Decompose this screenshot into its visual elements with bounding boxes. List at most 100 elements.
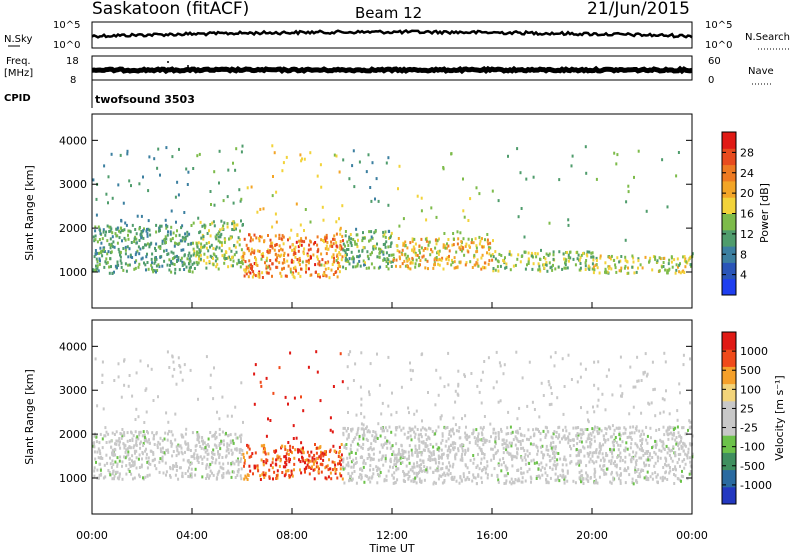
velocity-cell-2 [637, 475, 640, 478]
power-cell-0 [180, 226, 183, 230]
velocity-cell-0 [98, 441, 101, 445]
power-cell-5 [591, 267, 594, 271]
power-cell-0 [176, 260, 178, 263]
velocity-cell-2 [540, 450, 543, 454]
velocity-cell-2 [535, 444, 538, 448]
velocity-cell-2 [494, 435, 497, 439]
velocity-cell-2 [603, 437, 606, 441]
power-cell-2 [325, 244, 328, 248]
power-cell-3 [368, 239, 370, 243]
power-cell-3 [355, 242, 358, 246]
velocity-cell-2 [492, 456, 495, 460]
power-cell-2 [333, 259, 336, 263]
power-cell-2 [257, 236, 260, 240]
velocity-cell-2 [552, 463, 555, 467]
velocity-cell-2 [595, 460, 598, 464]
velocity-cell-2 [486, 476, 489, 480]
velocity-cell-1 [320, 452, 323, 456]
power-cell-0 [134, 266, 137, 270]
velocity-cell-2 [421, 469, 423, 473]
velocity-cell-2 [569, 444, 571, 448]
power-cell-0 [145, 229, 148, 233]
velocity-cell-2 [401, 452, 404, 456]
velocity-cell-2 [482, 425, 485, 429]
power-cell-0 [92, 268, 95, 272]
power-outlier-2 [320, 185, 323, 189]
velocity-cell-2 [416, 461, 419, 465]
velocity-cell-2 [667, 433, 670, 437]
velocity-cell-2 [639, 434, 642, 438]
power-cell-0 [116, 226, 119, 230]
velocity-cell-0 [111, 453, 114, 457]
power-cell-0 [111, 231, 114, 235]
velocity-cell-2 [522, 471, 525, 475]
velocity-cell-2 [397, 448, 400, 451]
power-cell-2 [249, 239, 252, 243]
velocity-cell-0 [206, 457, 209, 461]
power-outlier-2 [322, 218, 325, 222]
velocity-cell-0 [146, 460, 149, 464]
power-cell-4 [465, 261, 468, 265]
velocity-cell-2 [496, 473, 499, 477]
power-cell-2 [327, 267, 330, 270]
velocity-cell-2 [409, 434, 412, 438]
velocity-cell-2 [667, 463, 670, 467]
velocity-cell-2 [580, 460, 582, 464]
power-cell-3 [354, 242, 357, 246]
velocity-cell-0 [215, 458, 218, 462]
velocity-cell-2 [545, 448, 548, 452]
velocity-cell-2 [600, 444, 603, 448]
power-cell-5 [539, 269, 542, 273]
power-cell-2 [320, 238, 323, 242]
velocity-cell-2 [510, 482, 513, 486]
power-cell-1 [197, 261, 200, 265]
power-cell-0 [183, 237, 186, 241]
velocity-cell-0 [218, 456, 221, 459]
velocity-cell-2 [362, 465, 365, 469]
power-cell-3 [374, 246, 377, 250]
velocity-cell-2 [450, 444, 452, 447]
velocity-cell-2 [540, 461, 543, 465]
velocity-cell-2 [648, 463, 651, 467]
velocity-cell-0 [186, 447, 189, 451]
power-cell-6 [668, 267, 671, 271]
velocity-cell-1 [269, 463, 272, 467]
velocity-cell-2 [403, 449, 406, 453]
power-cell-0 [187, 269, 190, 273]
power-cell-2 [314, 241, 317, 244]
velocity-outlier-2 [533, 408, 536, 411]
velocity-cell-2 [492, 431, 495, 435]
power-colorbar-swatch-6 [722, 180, 736, 198]
velocity-cell-2 [424, 445, 427, 449]
power-cell-5 [585, 259, 588, 262]
power-cell-0 [121, 239, 123, 243]
power-cell-4 [438, 237, 440, 241]
velocity-cell-1 [307, 458, 310, 462]
velocity-cell-1 [276, 476, 279, 480]
velocity-cell-2 [545, 444, 548, 448]
velocity-cell-2 [662, 440, 665, 444]
velocity-cell-2 [517, 468, 520, 472]
power-cell-4 [487, 246, 490, 250]
velocity-cell-2 [464, 450, 467, 454]
velocity-outlier-1 [267, 417, 269, 421]
power-cell-0 [174, 271, 177, 275]
power-cell-3 [382, 230, 385, 234]
velocity-cell-2 [630, 437, 633, 441]
velocity-cell-2 [352, 458, 355, 462]
power-cell-2 [341, 234, 344, 238]
velocity-cell-0 [117, 477, 120, 481]
velocity-cell-2 [412, 462, 415, 466]
power-cell-2 [243, 237, 246, 241]
velocity-cell-2 [580, 469, 583, 473]
velocity-cell-2 [510, 444, 513, 448]
velocity-cell-2 [569, 454, 572, 458]
velocity-cell-2 [352, 465, 355, 469]
power-cell-2 [270, 242, 273, 246]
power-outlier-2 [271, 194, 274, 198]
power-cell-1 [231, 235, 233, 239]
velocity-cell-0 [155, 467, 158, 471]
power-outlier-3 [375, 177, 378, 181]
velocity-cell-0 [113, 477, 115, 481]
velocity-cell-2 [668, 448, 671, 452]
